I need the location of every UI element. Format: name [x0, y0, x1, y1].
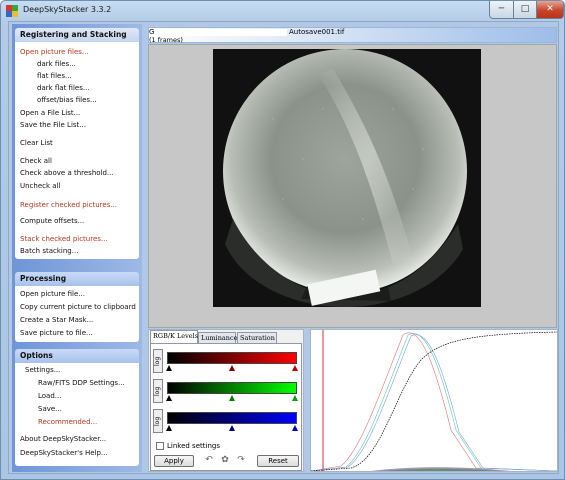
- levels-panel: RGB/K Levels Luminance Saturation log lo…: [148, 329, 304, 472]
- sidebar-item-processing[interactable]: Create a Star Mask...: [20, 316, 94, 324]
- sidebar-item-registering[interactable]: Compute offsets...: [20, 217, 85, 225]
- window-title: DeepSkyStacker 3.3.2: [23, 5, 112, 14]
- settings-wheel-icon[interactable]: ✿: [221, 455, 229, 465]
- red-level-bar[interactable]: [167, 352, 297, 364]
- linked-settings-label: Linked settings: [167, 442, 220, 450]
- red-black-point-marker[interactable]: [166, 365, 172, 371]
- green-midtone-marker[interactable]: [229, 395, 235, 401]
- registering-body: Open picture files... dark files... flat f…: [15, 42, 139, 259]
- client-area: Registering and Stacking Open picture fi…: [8, 21, 559, 474]
- sidebar-item-options[interactable]: Raw/FITS DDP Settings...: [38, 379, 125, 387]
- redo-icon[interactable]: ↷: [237, 455, 245, 465]
- image-viewer[interactable]: [148, 44, 557, 328]
- sidebar-item-registering[interactable]: Check all: [20, 157, 52, 165]
- sidebar-item-registering[interactable]: Check above a threshold...: [20, 169, 114, 177]
- sidebar-item-options[interactable]: About DeepSkyStacker...: [20, 435, 107, 443]
- sidebar-item-processing[interactable]: Open picture file...: [20, 290, 85, 298]
- red-midtone-marker[interactable]: [229, 365, 235, 371]
- sidebar-item-registering[interactable]: Register checked pictures...: [20, 201, 118, 209]
- fisheye-sky-image: [213, 49, 481, 307]
- sidebar-item-registering[interactable]: Clear List: [20, 139, 53, 147]
- tab-rgb-levels[interactable]: RGB/K Levels: [150, 330, 198, 343]
- blue-white-point-marker[interactable]: [292, 425, 298, 431]
- title-bar: DeepSkyStacker 3.3.2 ─ □ ✕: [1, 1, 564, 21]
- file-name: Autosave001.tif: [289, 28, 345, 36]
- sidebar-item-options[interactable]: DeepSkyStacker's Help...: [20, 449, 108, 457]
- sidebar-item-options[interactable]: Load...: [38, 392, 62, 400]
- sidebar-item-registering[interactable]: Batch stacking...: [20, 247, 79, 255]
- sidebar-item-options[interactable]: Save...: [38, 405, 62, 413]
- options-section: Options Settings... Raw/FITS DDP Settings…: [15, 349, 139, 466]
- sidebar: Registering and Stacking Open picture fi…: [12, 24, 142, 472]
- registering-section: Registering and Stacking Open picture fi…: [15, 28, 139, 259]
- sidebar-item-registering[interactable]: dark files...: [37, 60, 76, 68]
- sidebar-item-registering[interactable]: Open a File List...: [20, 109, 81, 117]
- blue-midtone-marker[interactable]: [229, 425, 235, 431]
- red-white-point-marker[interactable]: [292, 365, 298, 371]
- sidebar-item-processing[interactable]: Copy current picture to clipboard: [20, 303, 136, 311]
- green-level-bar[interactable]: [167, 382, 297, 394]
- blue-log-button[interactable]: log: [153, 409, 163, 433]
- sidebar-item-registering[interactable]: flat files...: [37, 72, 72, 80]
- processing-section: Processing Open picture file... Copy curr…: [15, 272, 139, 342]
- info-bar: G Autosave001.tif (1 frames): [148, 27, 557, 44]
- options-body: Settings... Raw/FITS DDP Settings... Load.…: [15, 363, 139, 466]
- apply-button[interactable]: Apply: [154, 455, 194, 467]
- sidebar-item-registering[interactable]: Open picture files...: [20, 48, 89, 56]
- registering-header: Registering and Stacking: [15, 28, 139, 42]
- sidebar-item-registering[interactable]: dark flat files...: [37, 84, 90, 92]
- frame-count: (1 frames): [149, 36, 183, 44]
- green-black-point-marker[interactable]: [166, 395, 172, 401]
- blue-black-point-marker[interactable]: [166, 425, 172, 431]
- red-log-button[interactable]: log: [153, 349, 163, 373]
- green-white-point-marker[interactable]: [292, 395, 298, 401]
- options-header: Options: [15, 349, 139, 363]
- stacked-image[interactable]: [213, 49, 481, 307]
- path-redacted: [157, 29, 287, 36]
- processing-header: Processing: [15, 272, 139, 286]
- tab-luminance[interactable]: Luminance: [198, 332, 237, 343]
- rgb-levels-page: log log log: [150, 343, 302, 471]
- green-log-button[interactable]: log: [153, 379, 163, 403]
- main-area: G Autosave001.tif (1 frames): [148, 24, 558, 472]
- histogram-panel: [310, 329, 558, 472]
- sidebar-item-registering[interactable]: Save the File List...: [20, 121, 86, 129]
- histogram-curves: [310, 330, 558, 472]
- minimize-button[interactable]: ─: [489, 1, 514, 19]
- sidebar-item-registering[interactable]: offset/bias files...: [37, 96, 97, 104]
- bottom-panel: RGB/K Levels Luminance Saturation log lo…: [148, 329, 558, 472]
- sidebar-item-options[interactable]: Settings...: [25, 366, 61, 374]
- blue-level-bar[interactable]: [167, 412, 297, 424]
- maximize-button[interactable]: □: [513, 1, 537, 19]
- reset-button[interactable]: Reset: [257, 455, 299, 467]
- sidebar-item-registering[interactable]: Uncheck all: [20, 182, 61, 190]
- sidebar-item-processing[interactable]: Save picture to file...: [20, 329, 93, 337]
- app-icon: [6, 5, 18, 17]
- sidebar-item-registering[interactable]: Stack checked pictures...: [20, 235, 108, 243]
- tab-saturation[interactable]: Saturation: [237, 332, 277, 343]
- close-button[interactable]: ✕: [536, 1, 564, 19]
- processing-body: Open picture file... Copy current picture…: [15, 286, 139, 342]
- linked-settings-checkbox[interactable]: [156, 442, 164, 450]
- undo-icon[interactable]: ↶: [205, 455, 213, 465]
- sidebar-item-options[interactable]: Recommended...: [38, 418, 98, 426]
- path-prefix: G: [149, 28, 155, 36]
